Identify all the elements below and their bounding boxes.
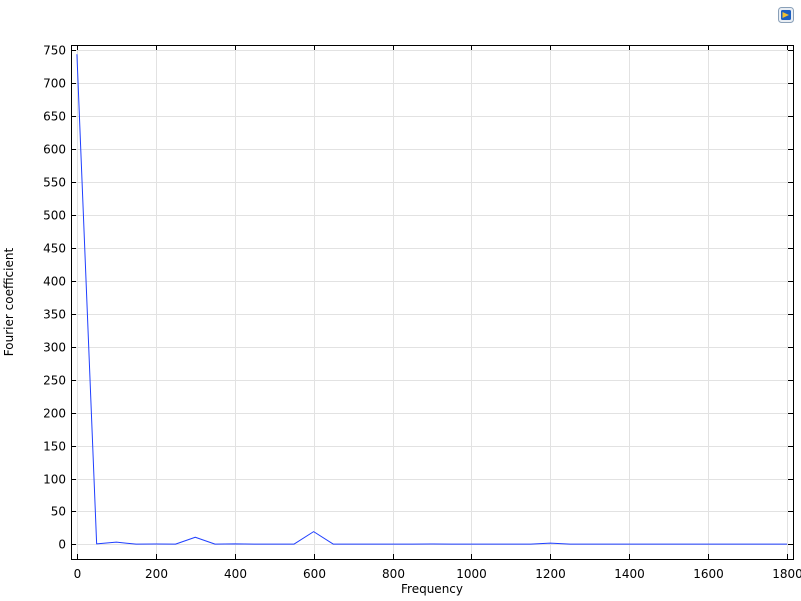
x-tick-label: 600	[303, 567, 326, 581]
app-logo-graphic	[778, 7, 794, 23]
data-point	[491, 544, 492, 545]
data-point	[155, 543, 156, 544]
x-tick-label: 1200	[535, 567, 566, 581]
data-point	[175, 544, 176, 545]
x-tick-label: 200	[145, 567, 168, 581]
data-point	[116, 542, 117, 543]
data-point	[431, 543, 432, 544]
data-point	[708, 544, 709, 545]
y-tick-label: 300	[43, 341, 66, 355]
data-point	[648, 544, 649, 545]
y-tick-label: 650	[43, 110, 66, 124]
x-tick-label: 1400	[614, 567, 645, 581]
data-point	[372, 544, 373, 545]
data-point	[412, 544, 413, 545]
plot-frame	[71, 45, 794, 560]
data-point	[313, 531, 314, 532]
data-point	[352, 544, 353, 545]
data-point	[96, 543, 97, 544]
data-point	[727, 544, 728, 545]
data-point	[510, 544, 511, 545]
data-point	[254, 544, 255, 545]
data-series	[76, 54, 788, 545]
x-axis-title: Frequency	[401, 582, 463, 596]
y-tick-label: 50	[51, 505, 66, 519]
data-point	[786, 544, 787, 545]
data-point	[589, 544, 590, 545]
y-tick-label: 400	[43, 275, 66, 289]
data-point	[195, 537, 196, 538]
data-point	[136, 544, 137, 545]
y-tick-label: 550	[43, 176, 66, 190]
series-line	[76, 54, 788, 545]
data-point	[293, 544, 294, 545]
data-point	[530, 544, 531, 545]
data-point	[688, 544, 689, 545]
data-point	[609, 544, 610, 545]
y-tick-label: 750	[43, 44, 66, 58]
data-point	[747, 544, 748, 545]
y-tick-label: 150	[43, 440, 66, 454]
y-tick-label: 100	[43, 473, 66, 487]
y-tick-label: 250	[43, 374, 66, 388]
data-point	[471, 544, 472, 545]
x-tick-label: 400	[224, 567, 247, 581]
x-tick-label: 1800	[772, 567, 801, 581]
data-point	[392, 544, 393, 545]
x-tick-label: 800	[382, 567, 405, 581]
data-point	[333, 544, 334, 545]
data-point	[234, 543, 235, 544]
data-point	[668, 544, 669, 545]
y-tick-label: 450	[43, 242, 66, 256]
data-point	[214, 544, 215, 545]
y-axis-title: Fourier coefficient	[2, 248, 16, 357]
axis-ticks: 0 200 400 600 800 1000 1200 1400 1600 1800 0 50 100 1…	[43, 44, 801, 582]
y-tick-label: 600	[43, 143, 66, 157]
y-tick-label: 500	[43, 209, 66, 223]
data-point	[274, 544, 275, 545]
data-point	[629, 544, 630, 545]
data-point	[767, 544, 768, 545]
app-logo-icon[interactable]	[778, 7, 794, 23]
x-tick-label: 1600	[693, 567, 724, 581]
data-point	[550, 543, 551, 544]
y-tick-label: 350	[43, 308, 66, 322]
gridlines	[71, 45, 793, 559]
data-point	[76, 54, 77, 55]
y-tick-label: 200	[43, 407, 66, 421]
x-tick-label: 0	[74, 567, 82, 581]
data-point	[569, 544, 570, 545]
y-tick-label: 0	[58, 538, 66, 552]
data-point	[451, 544, 452, 545]
y-tick-label: 700	[43, 77, 66, 91]
x-tick-label: 1000	[456, 567, 487, 581]
